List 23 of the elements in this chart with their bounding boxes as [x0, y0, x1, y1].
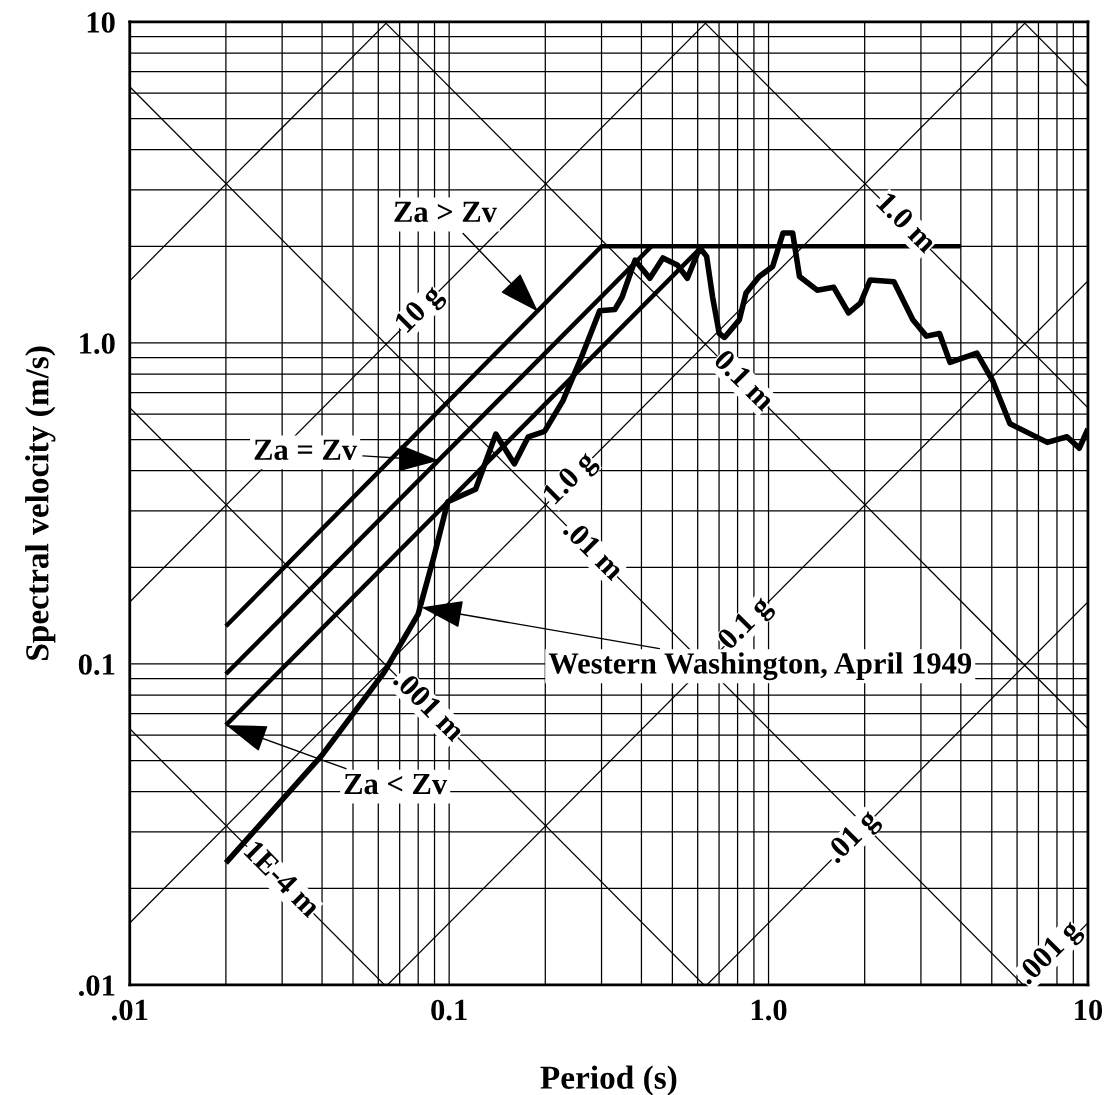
y-tick-label: 1.0: [80, 333, 115, 354]
annotation: .001 g: [1014, 917, 1087, 990]
annotation: 1.0 m: [875, 191, 939, 255]
annotation: 10 g: [393, 282, 449, 338]
annotation: .01 m: [562, 517, 626, 582]
y-tick-label: 10: [87, 12, 115, 33]
y-tick-label: 0.1: [78, 654, 115, 675]
x-tick-label: 0.1: [431, 999, 467, 1021]
annotation: 1.0 g: [541, 448, 602, 510]
x-tick-label: 10: [1075, 999, 1103, 1021]
annotation: Za = Zv: [254, 439, 358, 461]
annotation: .001 m: [392, 668, 467, 743]
y-axis-title: Spectral velocity (m/s): [25, 346, 56, 660]
annotation: Za > Zv: [394, 201, 497, 223]
x-tick-label: 1.0: [751, 999, 787, 1021]
x-axis-title: Period (s): [540, 1065, 677, 1095]
annotation: 0.1 g: [715, 597, 778, 651]
annotation: .01 g: [823, 807, 885, 869]
annotation: 0.1 m: [712, 348, 777, 413]
x-tick-label: .01: [112, 999, 148, 1021]
annotation: Za < Zv: [344, 773, 448, 795]
annotation: Western Washington, April 1949: [548, 652, 972, 681]
y-tick-label: .01: [79, 975, 115, 996]
